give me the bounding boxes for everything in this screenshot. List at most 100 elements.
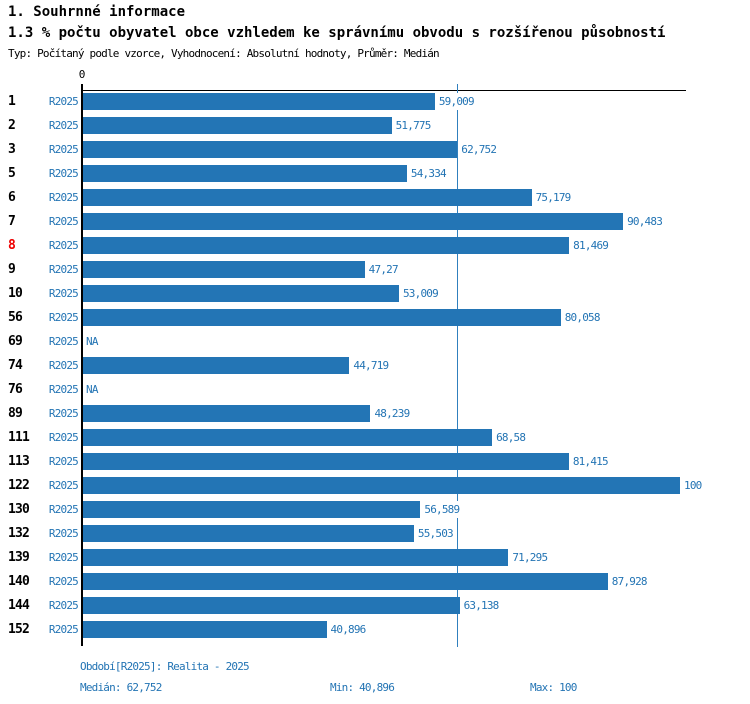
row-series-label: R2025 xyxy=(48,311,79,324)
row-id-label: 130 xyxy=(8,502,30,517)
bar-value-label: 56,589 xyxy=(424,501,462,518)
bar xyxy=(82,285,399,302)
row-id-label: 76 xyxy=(8,382,23,397)
row-id-label: 113 xyxy=(8,454,30,469)
legend-max: Max: 100 xyxy=(530,681,577,694)
axis-origin-label: 0 xyxy=(78,68,86,81)
bar-value-label: 53,009 xyxy=(402,285,440,302)
bar-value-label: 100 xyxy=(684,477,704,494)
bar xyxy=(82,165,407,182)
row-series-label: R2025 xyxy=(48,455,79,468)
row-id-label: 9 xyxy=(8,262,16,277)
row-series-label: R2025 xyxy=(48,503,79,516)
row-series-label: R2025 xyxy=(48,479,79,492)
bar-value-label: 40,896 xyxy=(330,621,368,638)
bar-value-label: 44,719 xyxy=(353,357,391,374)
bar-value-label: 81,415 xyxy=(572,453,610,470)
row-series-label: R2025 xyxy=(48,335,79,348)
row-id-label: 5 xyxy=(8,166,16,181)
bar-value-label: 62,752 xyxy=(461,141,499,158)
row-series-label: R2025 xyxy=(48,407,79,420)
bar-na-label: NA xyxy=(86,381,100,398)
bar xyxy=(82,621,327,638)
row-series-label: R2025 xyxy=(48,239,79,252)
row-series-label: R2025 xyxy=(48,143,79,156)
bar-value-label: 47,27 xyxy=(368,261,400,278)
axis-left-line xyxy=(81,84,83,646)
bar-na-label: NA xyxy=(86,333,100,350)
row-id-label: 152 xyxy=(8,622,30,637)
row-series-label: R2025 xyxy=(48,95,79,108)
row-series-label: R2025 xyxy=(48,359,79,372)
bar xyxy=(82,93,435,110)
bar-value-label: 63,138 xyxy=(463,597,501,614)
bar xyxy=(82,213,624,230)
row-id-label: 69 xyxy=(8,334,23,349)
row-id-label: 56 xyxy=(8,310,23,325)
bar xyxy=(82,261,365,278)
row-id-label: 10 xyxy=(8,286,23,301)
bar xyxy=(82,453,569,470)
median-line xyxy=(456,84,458,647)
row-id-label: 1 xyxy=(8,94,16,109)
row-id-label: 8 xyxy=(8,238,16,253)
legend-period: Období[R2025]: Realita - 2025 xyxy=(80,660,250,673)
row-series-label: R2025 xyxy=(48,191,79,204)
bar xyxy=(82,189,532,206)
row-series-label: R2025 xyxy=(48,623,79,636)
row-id-label: 7 xyxy=(8,214,16,229)
bar xyxy=(82,429,493,446)
page-title: 1. Souhrnné informace xyxy=(8,4,186,20)
bar xyxy=(82,309,561,326)
bar-value-label: 48,239 xyxy=(374,405,412,422)
row-id-label: 3 xyxy=(8,142,16,157)
bar xyxy=(82,477,680,494)
row-id-label: 2 xyxy=(8,118,16,133)
row-id-label: 132 xyxy=(8,526,30,541)
bar xyxy=(82,549,509,566)
bar xyxy=(82,117,392,134)
bar-value-label: 68,58 xyxy=(496,429,528,446)
bar-value-label: 81,469 xyxy=(573,237,611,254)
row-id-label: 74 xyxy=(8,358,23,373)
bar xyxy=(82,141,458,158)
bar-value-label: 71,295 xyxy=(512,549,550,566)
legend-min: Min: 40,896 xyxy=(330,681,395,694)
bar-value-label: 90,483 xyxy=(627,213,665,230)
chart-title: 1.3 % počtu obyvatel obce vzhledem ke sp… xyxy=(8,25,666,41)
row-id-label: 89 xyxy=(8,406,23,421)
row-id-label: 140 xyxy=(8,574,30,589)
row-series-label: R2025 xyxy=(48,167,79,180)
row-series-label: R2025 xyxy=(48,431,79,444)
bar xyxy=(82,237,570,254)
row-series-label: R2025 xyxy=(48,119,79,132)
bar-value-label: 59,009 xyxy=(438,93,476,110)
row-series-label: R2025 xyxy=(48,527,79,540)
row-series-label: R2025 xyxy=(48,383,79,396)
row-series-label: R2025 xyxy=(48,599,79,612)
bar-value-label: 80,058 xyxy=(564,309,602,326)
row-id-label: 139 xyxy=(8,550,30,565)
bar-value-label: 55,503 xyxy=(417,525,455,542)
row-series-label: R2025 xyxy=(48,215,79,228)
bar xyxy=(82,357,350,374)
bar-value-label: 87,928 xyxy=(611,573,649,590)
legend-median: Medián: 62,752 xyxy=(80,681,162,694)
bar-value-label: 54,334 xyxy=(410,165,448,182)
row-id-label: 144 xyxy=(8,598,30,613)
row-series-label: R2025 xyxy=(48,287,79,300)
row-series-label: R2025 xyxy=(48,551,79,564)
bar xyxy=(82,573,608,590)
row-series-label: R2025 xyxy=(48,575,79,588)
row-id-label: 6 xyxy=(8,190,16,205)
row-id-label: 111 xyxy=(8,430,30,445)
bar xyxy=(82,597,460,614)
bar xyxy=(82,501,421,518)
row-id-label: 122 xyxy=(8,478,30,493)
row-series-label: R2025 xyxy=(48,263,79,276)
bar xyxy=(82,525,414,542)
chart-meta: Typ: Počítaný podle vzorce, Vyhodnocení:… xyxy=(8,47,440,60)
bar-value-label: 75,179 xyxy=(535,189,573,206)
bar-value-label: 51,775 xyxy=(395,117,433,134)
